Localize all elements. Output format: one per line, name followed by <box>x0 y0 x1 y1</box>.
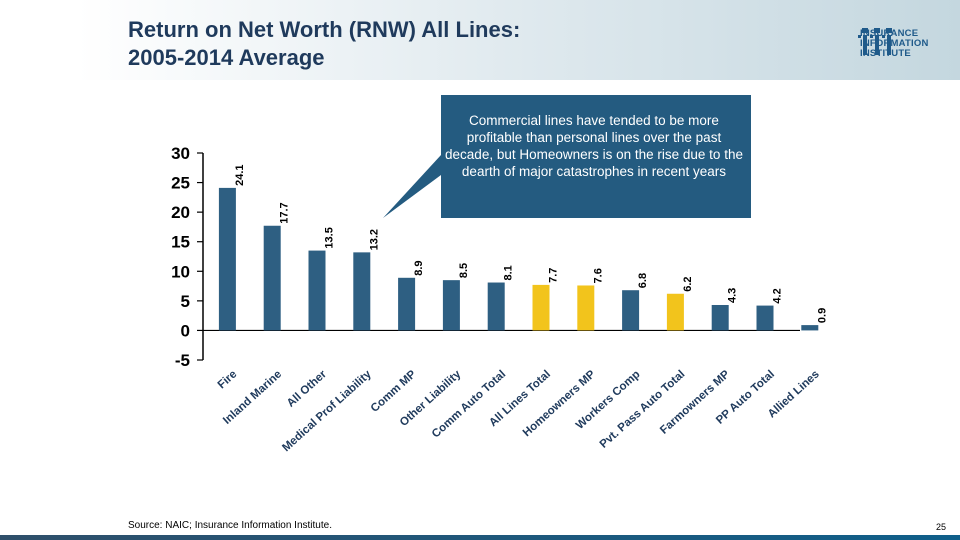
header-band <box>0 0 960 80</box>
value-label: 8.1 <box>503 265 515 280</box>
value-label: 13.5 <box>324 227 336 248</box>
value-label: 7.7 <box>548 268 560 283</box>
bar <box>353 252 371 331</box>
bar <box>801 325 819 331</box>
bars <box>218 187 819 331</box>
y-axis: -5 0 5 10 15 20 25 30 <box>171 144 800 370</box>
bar <box>263 225 281 331</box>
callout-box <box>383 95 751 218</box>
logo-line-2: INFORMATION <box>860 38 929 49</box>
title-line-2: 2005-2014 Average <box>128 45 325 70</box>
source-note: Source: NAIC; Insurance Information Inst… <box>128 520 332 531</box>
y-tick-label: 15 <box>171 233 190 252</box>
y-tick-label: 30 <box>171 144 190 163</box>
page-title: Return on Net Worth (RNW) All Lines: 200… <box>128 16 520 72</box>
logo-line-3: INSTITUTE <box>860 48 911 59</box>
value-labels: 24.1 17.7 13.5 13.2 8.9 8.5 8.1 7.7 7.6 6.8 6.2 4.3… <box>234 164 828 323</box>
value-label: 17.7 <box>279 202 291 223</box>
logo-line-1: INSURANCE <box>860 28 919 39</box>
category-label: Medical Prof Liability <box>280 368 374 454</box>
iii-logo-icon <box>858 28 892 55</box>
category-label: Fire <box>216 368 240 391</box>
value-label: 4.2 <box>772 288 784 303</box>
value-label: 7.6 <box>592 268 604 283</box>
y-tick-label: 10 <box>171 262 190 281</box>
y-tick-label: 20 <box>171 203 190 222</box>
bar <box>756 305 774 331</box>
y-tick-label: 0 <box>181 321 190 340</box>
page-number: 25 <box>936 522 947 532</box>
bar <box>666 293 684 331</box>
callout-text: Commercial lines have tended to be more … <box>445 113 743 179</box>
value-label: 8.5 <box>458 263 470 278</box>
bar <box>487 282 505 331</box>
value-label: 13.2 <box>368 229 380 250</box>
bar <box>622 290 640 331</box>
bar <box>308 250 326 331</box>
bar <box>532 284 550 331</box>
y-tick-label: 25 <box>171 174 190 193</box>
bar <box>218 187 236 331</box>
category-label: All Other <box>285 368 330 410</box>
value-label: 24.1 <box>234 164 246 185</box>
value-label: 4.3 <box>727 288 739 303</box>
bar <box>577 285 595 331</box>
bottom-band <box>0 535 960 540</box>
category-label: Pvt. Pass Auto Total <box>598 368 688 450</box>
y-tick-label: -5 <box>175 351 190 370</box>
value-label: 8.9 <box>413 260 425 275</box>
value-label: 6.8 <box>637 273 649 288</box>
y-tick-label: 5 <box>181 292 190 311</box>
title-line-1: Return on Net Worth (RNW) All Lines: <box>128 17 521 42</box>
value-label: 6.2 <box>682 276 694 291</box>
bar <box>442 280 460 331</box>
bar <box>398 277 416 331</box>
logo-text: INSURANCE INFORMATION INSTITUTE <box>860 29 929 59</box>
bar <box>711 304 729 331</box>
category-label: Comm Auto Total <box>430 368 508 440</box>
value-label: 0.9 <box>816 308 828 323</box>
